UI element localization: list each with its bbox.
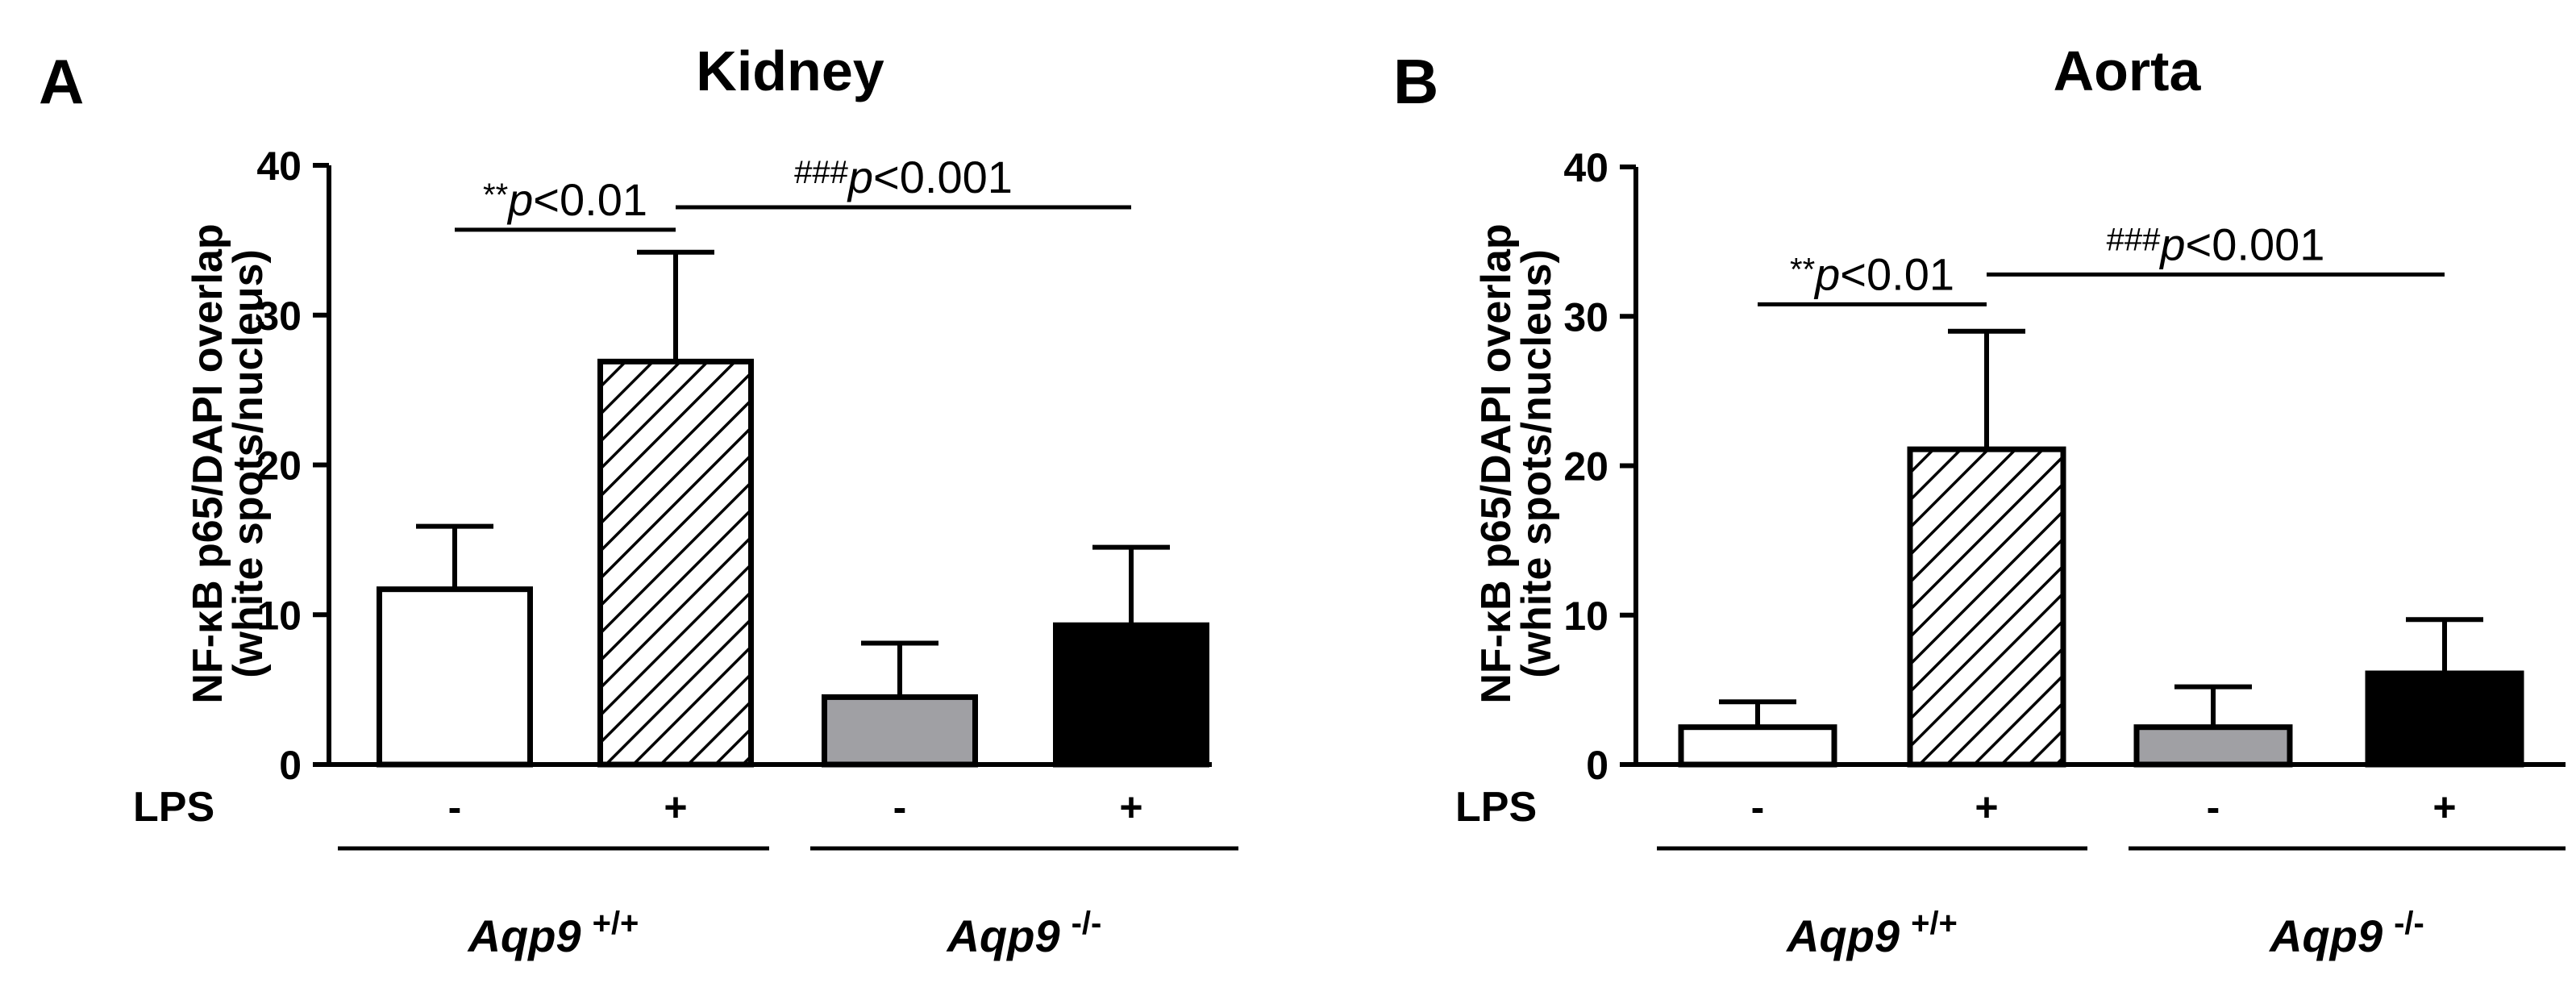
panel-label: A [39,46,84,117]
gene-name: Aqp9 [1785,910,1900,961]
gene-name: Aqp9 [946,910,1060,961]
lps-sign: + [1975,785,1998,830]
gene-name: Aqp9 [467,910,581,961]
y-tick-label: 20 [256,444,302,489]
lps-sign: + [1119,785,1142,830]
bar [2365,670,2524,768]
y-axis-label-line2: (white spots/nucleus) [1513,249,1560,678]
lps-label: LPS [1455,784,1537,831]
bar [1053,622,1209,768]
genotype-label: Aqp9 -/- [2268,906,2424,961]
y-tick-label: 0 [279,743,302,788]
genotype-superscript: +/+ [1911,906,1958,941]
bar [597,358,754,768]
lps-sign: - [2207,785,2220,830]
y-axis-label: NF-κB p65/DAPI overlap [185,223,231,703]
y-tick-label: 30 [256,294,302,339]
y-tick-label: 0 [1586,743,1608,788]
significance-stars: ** [1790,252,1815,287]
significance-stars: ### [794,155,848,190]
y-axis-label: NF-κB p65/DAPI overlap [1473,223,1520,703]
y-tick-label: 10 [256,593,302,638]
bar [1907,446,2066,768]
chart-panel-b: B Aorta NF-κB p65/DAPI overlap(white spots… [1393,40,2566,961]
lps-label: LPS [133,784,214,831]
genotype-label: Aqp9 +/+ [1785,906,1958,961]
significance-p: p [506,174,533,225]
genotype-label: Aqp9 +/+ [467,906,639,961]
genotype-label: Aqp9 -/- [946,906,1102,961]
genotype-superscript: -/- [1072,906,1102,941]
significance-stars: ** [483,177,508,213]
chart-title: Kidney [696,40,884,102]
bar [377,586,533,768]
panel-label: B [1393,46,1438,117]
significance-value: <0.001 [873,152,1013,202]
lps-sign: + [2432,785,2456,830]
bar [822,694,978,768]
gene-name: Aqp9 [2268,910,2382,961]
chart-title: Aorta [2054,40,2202,102]
significance-p: p [1813,248,1840,299]
lps-sign: + [664,785,687,830]
y-axis-label-line2: (white spots/nucleus) [225,249,272,678]
genotype-superscript: +/+ [593,906,639,941]
significance-p: p [847,152,873,202]
y-tick-label: 10 [1563,594,1608,639]
y-tick-label: 20 [1563,444,1608,490]
significance-label: ###p<0.001 [2107,219,2325,269]
significance-p: p [2158,219,2185,269]
y-tick-label: 30 [1563,294,1608,340]
significance-label: **p<0.01 [483,174,647,225]
significance-value: <0.01 [533,174,647,225]
chart-panel-a: A Kidney NF-κB p65/DAPI overlap(white spot… [39,40,1238,961]
y-tick-label: 40 [256,144,302,189]
y-tick-label: 40 [1563,145,1608,190]
significance-label: ###p<0.001 [794,152,1013,202]
bar [1678,724,1837,768]
significance-label: **p<0.01 [1790,248,1954,299]
significance-value: <0.01 [1840,248,1954,299]
bar [2133,724,2293,768]
significance-value: <0.001 [2186,219,2325,269]
significance-stars: ### [2107,222,2161,257]
lps-sign: - [893,785,907,830]
genotype-superscript: -/- [2394,906,2424,941]
lps-sign: - [448,785,462,830]
lps-sign: - [1751,785,1765,830]
